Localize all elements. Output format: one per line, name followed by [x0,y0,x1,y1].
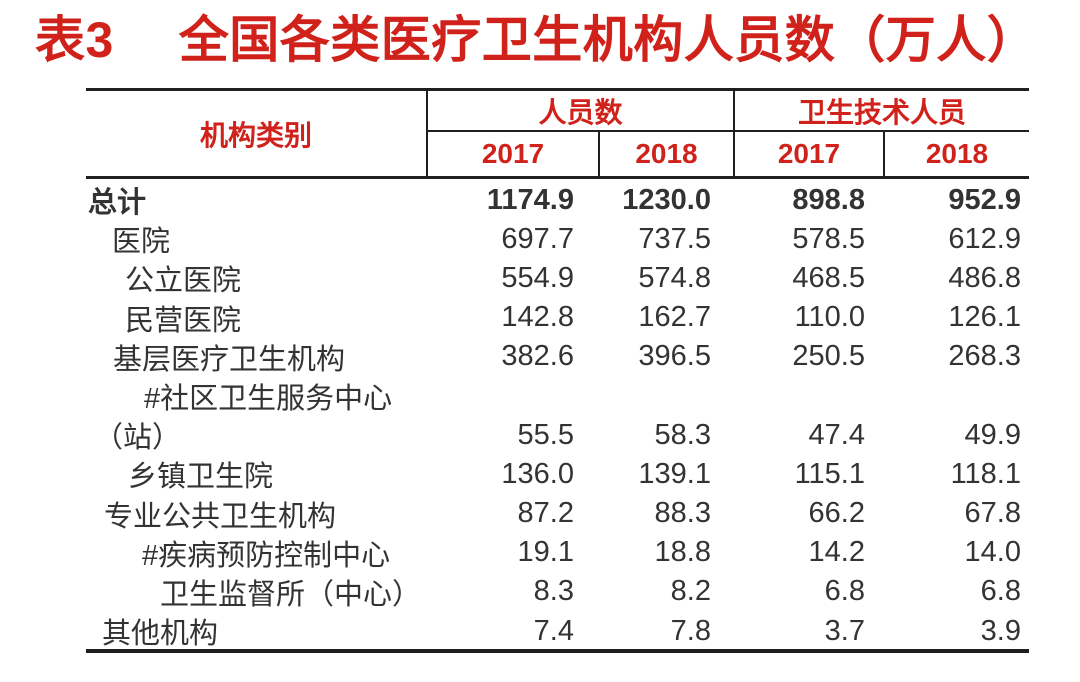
row-value: 87.2 [517,497,574,529]
row-value: 6.8 [980,575,1021,608]
table-row: 专业公共卫生机构 87.2 88.3 66.2 67.8 [86,493,1029,533]
row-value: 8.3 [533,575,574,608]
row-label: 总计 [88,187,147,219]
row-value: 578.5 [792,222,865,255]
header-year-2017-personnel: 2017 [428,132,600,176]
row-value: 554.9 [501,261,574,294]
row-value: 14.2 [808,536,865,569]
table-row: 医院 697.7 737.5 578.5 612.9 [86,218,1029,259]
row-value: 142.8 [501,301,574,334]
row-value: 136.0 [501,457,574,490]
row-value: 8.2 [670,575,711,608]
table-row: 民营医院 142.8 162.7 110.0 126.1 [86,297,1029,337]
table-row: 其他机构 7.4 7.8 3.7 3.9 [86,610,1029,651]
row-label: 公立医院 [125,265,242,298]
row-value: 697.7 [501,222,574,255]
table-row: 基层医疗卫生机构 382.6 396.5 250.5 268.3 [86,336,1029,376]
row-value: 3.7 [824,614,865,647]
row-value: 14.0 [964,536,1021,569]
row-label: #社区卫生服务中心 [144,382,393,415]
row-value: 486.8 [948,261,1021,294]
row-value: 3.9 [980,614,1021,647]
header-year-2018-personnel: 2018 [600,132,735,176]
table-row: 公立医院 554.9 574.8 468.5 486.8 [86,257,1029,298]
header-group-personnel: 人员数 [428,91,735,132]
row-value: 110.0 [794,301,865,334]
row-value: 7.8 [670,614,711,647]
row-label: （站） [94,422,182,455]
row-value: 139.1 [638,457,711,490]
row-label: 其他机构 [102,618,219,651]
row-label: 民营医院 [125,304,242,337]
table-row: #社区卫生服务中心 [86,375,1029,415]
row-label: 乡镇卫生院 [128,461,274,494]
table-row: 乡镇卫生院 136.0 139.1 115.1 118.1 [86,453,1029,494]
table-row: 卫生监督所（中心） 8.3 8.2 6.8 6.8 [86,571,1029,611]
row-value: 612.9 [948,222,1021,255]
row-label: 卫生监督所（中心） [160,578,422,611]
row-value: 19.1 [517,536,574,569]
table-row: #疾病预防控制中心 19.1 18.8 14.2 14.0 [86,532,1029,572]
row-value: 898.8 [792,183,865,216]
row-value: 1230.0 [622,183,711,216]
row-value: 250.5 [792,340,865,373]
row-value: 1174.9 [486,183,574,216]
row-value: 58.3 [654,418,711,451]
row-value: 115.1 [794,457,865,490]
header-year-2017-technicians: 2017 [735,132,885,176]
row-value: 162.7 [638,301,711,334]
header-category: 机构类别 [86,91,428,176]
row-value: 66.2 [808,497,865,529]
row-value: 88.3 [654,497,711,529]
row-value: 396.5 [638,340,711,373]
row-value: 952.9 [948,183,1021,216]
row-value: 574.8 [638,261,711,294]
header-group-health-technicians: 卫生技术人员 [735,91,1029,132]
personnel-table: 机构类别 人员数 卫生技术人员 2017 2018 2017 2018 总计 11… [86,88,1029,654]
row-value: 18.8 [654,536,711,569]
row-value: 47.4 [808,418,865,451]
row-label: #疾病预防控制中心 [142,539,391,572]
row-value: 49.9 [964,418,1021,451]
table-body: 总计 1174.9 1230.0 898.8 952.9 医院 697.7 737.5 578.… [86,179,1029,654]
table-header: 机构类别 人员数 卫生技术人员 2017 2018 2017 2018 [86,88,1029,179]
row-value: 268.3 [948,340,1021,373]
row-value: 126.1 [948,301,1021,334]
header-year-2018-technicians: 2018 [925,138,989,169]
table-row: （站） 55.5 58.3 47.4 49.9 [86,414,1029,455]
row-label: 医院 [112,226,171,259]
row-value: 737.5 [638,222,711,255]
row-value: 382.6 [501,340,574,373]
row-value: 7.4 [533,614,574,647]
row-value: 6.8 [824,575,865,608]
row-label: 基层医疗卫生机构 [113,343,346,376]
row-value: 67.8 [964,497,1021,529]
row-value: 118.1 [950,457,1021,490]
row-label: 专业公共卫生机构 [104,500,337,533]
table-title: 表3 全国各类医疗卫生机构人员数（万人） [35,12,1038,68]
table-row: 总计 1174.9 1230.0 898.8 952.9 [86,179,1029,220]
row-value: 468.5 [792,261,865,294]
row-value: 55.5 [517,418,574,451]
